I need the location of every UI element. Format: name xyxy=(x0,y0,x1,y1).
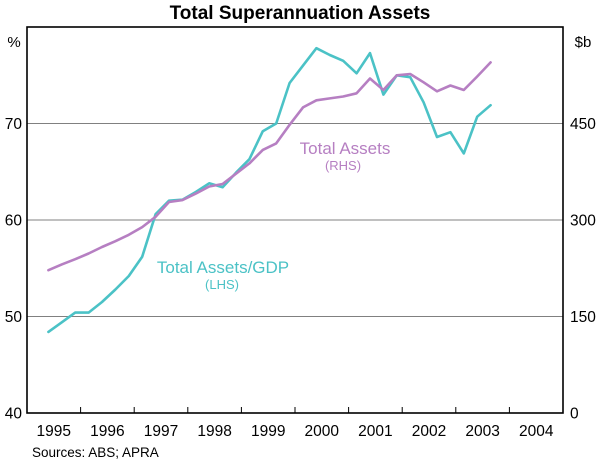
right-axis-tick-label: 450 xyxy=(570,116,596,133)
x-axis-year-label: 2001 xyxy=(358,423,392,440)
right-axis-unit-label: $b xyxy=(575,34,592,51)
left-axis-tick-label: 40 xyxy=(5,406,23,423)
left-axis-tick-label: 70 xyxy=(5,116,23,133)
right-axis-tick-label: 150 xyxy=(570,309,596,326)
x-axis-year-label: 2000 xyxy=(305,423,340,440)
series-line-rhs xyxy=(47,61,492,272)
left-axis-unit-label: % xyxy=(7,34,20,51)
left-axis-tick-label: 50 xyxy=(5,309,23,326)
x-axis-year-label: 1997 xyxy=(144,423,178,440)
gridlines-group xyxy=(27,123,563,317)
x-axis-year-label: 2002 xyxy=(412,423,446,440)
lhs-series-annotation: Total Assets/GDP xyxy=(157,258,289,277)
left-axis-labels-group: 40 50 60 70 xyxy=(5,116,23,423)
rhs-series-annotation-axis: (RHS) xyxy=(325,158,361,173)
x-axis-year-label: 1995 xyxy=(37,423,71,440)
right-axis-labels-group: 0 150 300 450 xyxy=(570,116,596,423)
x-axis-year-label: 1996 xyxy=(90,423,124,440)
left-axis-tick-label: 60 xyxy=(5,213,23,230)
series-lines-group xyxy=(47,46,492,334)
lhs-series-annotation-axis: (LHS) xyxy=(205,277,239,292)
series-line-lhs xyxy=(47,46,492,334)
x-axis-year-label: 2004 xyxy=(519,423,554,440)
x-axis-year-label: 1998 xyxy=(197,423,231,440)
x-axis-year-label: 2003 xyxy=(465,423,499,440)
sources-note: Sources: ABS; APRA xyxy=(32,445,159,460)
right-axis-tick-label: 0 xyxy=(570,406,579,423)
right-axis-tick-label: 300 xyxy=(570,213,596,230)
x-axis-labels-group: 1995 1996 1997 1998 1999 2000 2001 2002 2003 2004 xyxy=(37,423,554,440)
chart-title: Total Superannuation Assets xyxy=(170,3,431,24)
rhs-series-annotation: Total Assets xyxy=(300,139,391,158)
x-axis-ticks-group xyxy=(80,407,510,413)
x-axis-year-label: 1999 xyxy=(251,423,285,440)
